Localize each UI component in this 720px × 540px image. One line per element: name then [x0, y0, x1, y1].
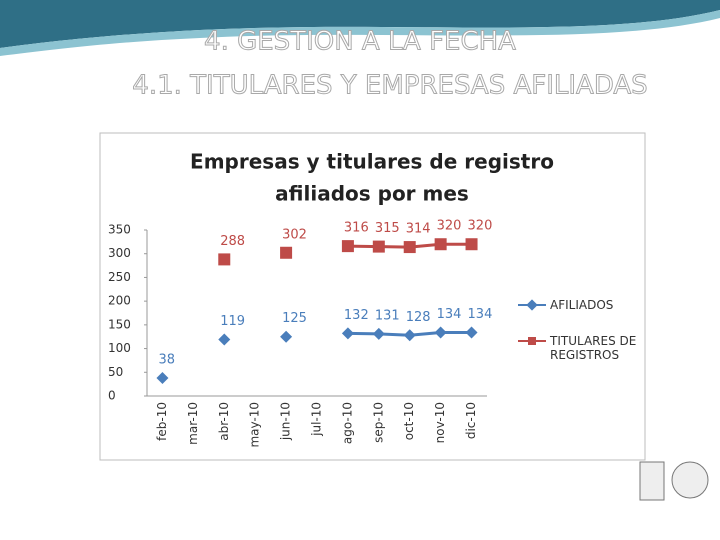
- marker: [434, 326, 447, 339]
- marker: [372, 240, 385, 253]
- data-label: 302: [282, 227, 307, 242]
- x-tick-label: dic-10: [464, 402, 478, 439]
- x-tick-label: jul-10: [310, 402, 324, 437]
- data-label: 320: [437, 219, 462, 234]
- logo: [639, 461, 665, 501]
- marker: [280, 330, 293, 343]
- y-tick-label: 150: [108, 317, 131, 331]
- marker: [372, 327, 385, 340]
- logo: [671, 461, 709, 499]
- marker: [341, 327, 354, 340]
- y-tick-label: 300: [108, 246, 131, 260]
- data-label: 134: [437, 307, 462, 322]
- legend-item: AFILIADOS: [518, 298, 638, 312]
- header-wave: [0, 0, 720, 48]
- marker: [280, 246, 293, 259]
- x-tick-label: may-10: [248, 402, 262, 448]
- y-tick-label: 350: [108, 223, 131, 237]
- x-tick-label: nov-10: [433, 402, 447, 443]
- y-tick-label: 200: [108, 294, 131, 308]
- x-tick-label: mar-10: [186, 402, 200, 445]
- data-label: 288: [220, 234, 245, 249]
- data-label: 314: [406, 222, 431, 237]
- marker: [218, 333, 231, 346]
- marker: [465, 238, 478, 251]
- slide-subtitle: 4.1. TITULARES Y EMPRESAS AFILIADAS: [132, 71, 647, 101]
- marker: [403, 329, 416, 342]
- marker: [465, 326, 478, 339]
- x-tick-label: abr-10: [217, 402, 231, 441]
- x-tick-label: ago-10: [340, 402, 354, 444]
- data-label: 134: [468, 307, 493, 322]
- data-label: 38: [158, 352, 175, 367]
- chart-frame: [99, 132, 646, 461]
- y-tick-label: 0: [108, 389, 116, 403]
- x-tick-label: feb-10: [155, 402, 169, 441]
- marker: [218, 253, 231, 266]
- marker: [434, 238, 447, 251]
- y-tick-label: 250: [108, 270, 131, 284]
- marker: [403, 241, 416, 254]
- legend: AFILIADOS TITULARES DE REGISTROS: [518, 298, 638, 384]
- x-tick-label: sep-10: [371, 402, 385, 443]
- marker: [341, 240, 354, 253]
- slide-title: 4. GESTION A LA FECHA: [204, 27, 516, 57]
- data-label: 131: [375, 308, 400, 323]
- legend-key: [518, 298, 546, 312]
- data-label: 315: [375, 221, 400, 236]
- header-wave-light: [0, 10, 720, 56]
- chart-title: afiliados por mes: [275, 182, 469, 206]
- data-label: 119: [220, 314, 245, 329]
- y-tick-label: 100: [108, 341, 131, 355]
- legend-item: TITULARES DE REGISTROS: [518, 334, 638, 362]
- y-tick-label: 50: [108, 365, 123, 379]
- data-label: 132: [344, 308, 369, 323]
- legend-label: TITULARES DE REGISTROS: [550, 334, 637, 362]
- chart-title: Empresas y titulares de registro: [190, 150, 554, 174]
- data-label: 128: [406, 310, 431, 325]
- data-label: 320: [468, 219, 493, 234]
- data-label: 125: [282, 311, 307, 326]
- marker: [156, 371, 169, 384]
- legend-key: [518, 334, 546, 348]
- legend-label: AFILIADOS: [550, 298, 614, 312]
- x-tick-label: oct-10: [402, 402, 416, 440]
- data-label: 316: [344, 221, 369, 236]
- x-tick-label: jun-10: [279, 402, 293, 441]
